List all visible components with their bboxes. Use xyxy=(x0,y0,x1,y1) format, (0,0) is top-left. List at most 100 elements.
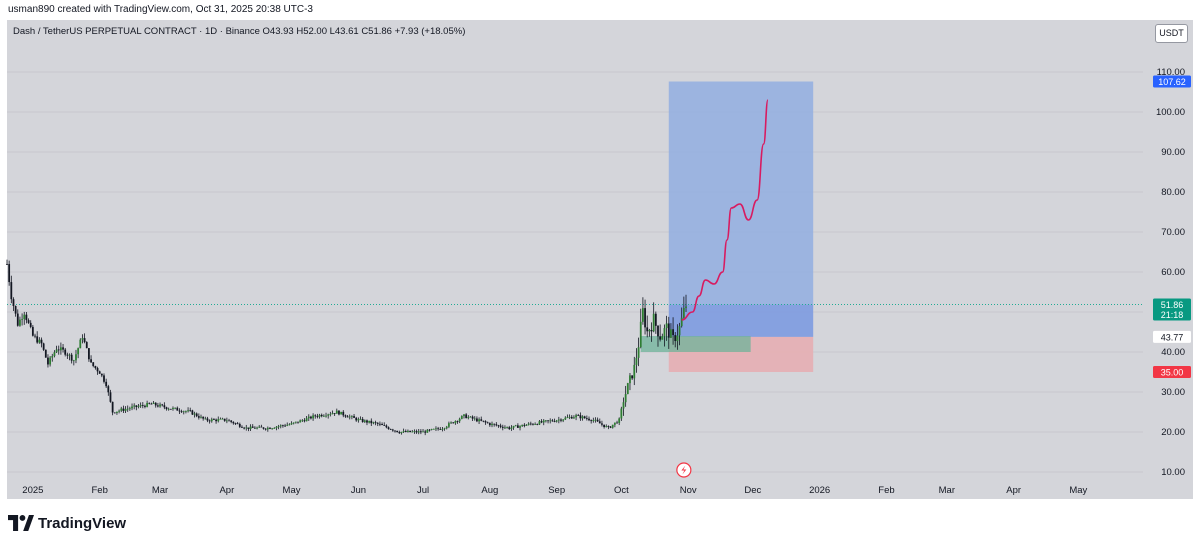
x-tick-label: Feb xyxy=(92,485,108,496)
candle-body xyxy=(81,338,84,340)
candle-body xyxy=(66,354,69,356)
candle-body xyxy=(581,416,584,419)
candle-body xyxy=(551,420,554,422)
candle-body xyxy=(141,405,144,406)
candle-body xyxy=(335,410,338,414)
candle-body xyxy=(536,424,539,425)
candle-body xyxy=(208,420,211,422)
candle-body xyxy=(622,402,625,409)
candle-body xyxy=(88,348,90,360)
candle-body xyxy=(456,421,459,422)
flash-icon[interactable] xyxy=(676,462,692,478)
candle-body xyxy=(348,416,351,418)
candle-body xyxy=(310,416,312,419)
candle-body xyxy=(359,418,362,420)
candle-body xyxy=(516,425,519,428)
candle-body xyxy=(154,402,157,406)
candle-body xyxy=(83,338,86,343)
stop-price-badge-bg xyxy=(1153,366,1191,378)
candle-body xyxy=(312,415,314,419)
candle-body xyxy=(288,424,291,426)
candle-body xyxy=(14,305,17,314)
candle-body xyxy=(189,410,192,412)
candle-body xyxy=(217,419,220,422)
candle-body xyxy=(590,420,593,422)
candle-body xyxy=(478,419,480,422)
candle-body xyxy=(62,347,64,350)
candle-body xyxy=(316,416,319,418)
candle-body xyxy=(100,373,103,376)
candle-body xyxy=(245,427,248,429)
candle-body xyxy=(273,428,276,429)
candle-body xyxy=(676,335,679,342)
candle-body xyxy=(566,417,569,419)
y-tick-label: 60.00 xyxy=(1161,267,1185,278)
candle-body xyxy=(363,420,366,422)
candle-body xyxy=(193,413,196,415)
tradingview-footer[interactable]: TradingView xyxy=(8,512,126,534)
candle-body xyxy=(305,418,308,422)
candle-body xyxy=(637,347,640,358)
candle-body xyxy=(519,426,521,428)
candle-body xyxy=(670,329,672,338)
candle-body xyxy=(53,352,56,357)
candle-body xyxy=(409,430,411,433)
candle-body xyxy=(152,402,155,404)
x-tick-label: Nov xyxy=(680,485,697,496)
candle-body xyxy=(512,425,515,428)
last-price-badge: 51.86 xyxy=(1161,300,1184,310)
candle-body xyxy=(482,420,485,422)
candle-body xyxy=(540,421,543,423)
candle-body xyxy=(415,431,418,433)
candle-body xyxy=(279,425,282,427)
candle-body xyxy=(532,423,534,425)
candle-body xyxy=(29,322,32,327)
candle-body xyxy=(659,336,662,340)
candle-body xyxy=(90,359,92,363)
candle-body xyxy=(598,421,601,424)
candle-body xyxy=(163,405,166,408)
candle-body xyxy=(21,319,23,320)
x-tick-label: Apr xyxy=(219,485,234,496)
candle-body xyxy=(137,406,140,408)
candle-body xyxy=(538,421,541,425)
candle-body xyxy=(650,329,653,332)
y-tick-label: 110.00 xyxy=(1157,67,1185,78)
candle-body xyxy=(506,427,508,428)
candle-body xyxy=(432,428,435,430)
candle-body xyxy=(458,418,461,422)
candle-body xyxy=(124,409,127,411)
candle-body xyxy=(611,424,614,428)
grid-lines xyxy=(7,71,1143,473)
candle-body xyxy=(109,392,112,402)
candle-body xyxy=(55,349,58,353)
position-zones xyxy=(7,81,1143,372)
x-tick-label: May xyxy=(1069,485,1087,496)
candle-body xyxy=(471,416,474,419)
candle-body xyxy=(51,356,54,358)
candle-body xyxy=(230,420,233,422)
candle-body xyxy=(180,411,183,413)
candle-body xyxy=(292,422,295,424)
candle-body xyxy=(98,371,101,374)
candle-body xyxy=(77,348,80,355)
candle-body xyxy=(499,425,502,427)
currency-button[interactable]: USDT xyxy=(1155,24,1188,43)
candle-body xyxy=(64,349,67,355)
x-tick-label: Dec xyxy=(744,485,761,496)
candle-body xyxy=(521,424,524,427)
candle-body xyxy=(491,423,493,426)
candle-body xyxy=(40,339,43,344)
candle-body xyxy=(234,423,237,425)
candle-body xyxy=(579,415,582,419)
candle-body xyxy=(333,413,336,414)
candle-body xyxy=(120,408,123,411)
candle-body xyxy=(144,405,146,407)
candle-body xyxy=(424,431,427,433)
candle-body xyxy=(264,428,267,430)
candle-body xyxy=(667,323,670,338)
candle-body xyxy=(592,420,595,422)
candle-body xyxy=(135,405,138,408)
